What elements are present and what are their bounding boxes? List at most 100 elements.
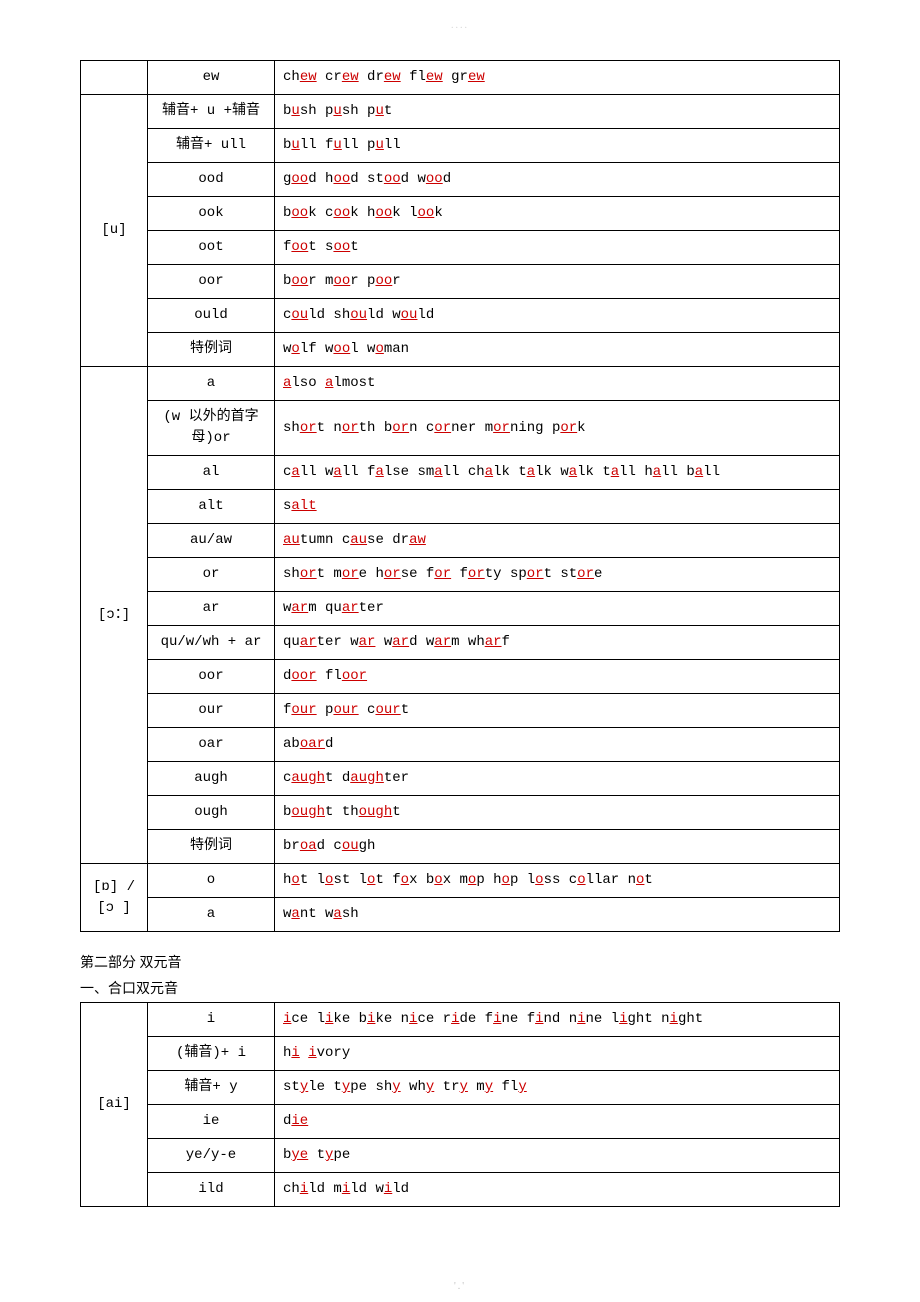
pattern-cell: (辅音)+ i [148,1037,275,1071]
table-row: ookbook cook hook look [81,197,840,231]
examples-cell: wolf wool woman [275,333,840,367]
pattern-cell: 特例词 [148,333,275,367]
table-row: [ɒ] / [ɔ ]ohot lost lot fox box mop hop … [81,864,840,898]
sound-cell: [u] [81,95,148,367]
examples-cell: door floor [275,660,840,694]
phonics-table-1: ewchew crew drew flew grew[u]辅音+ u +辅音bu… [80,60,840,932]
sound-cell: [ɔ：] [81,367,148,864]
examples-cell: salt [275,490,840,524]
pattern-cell: qu/w/wh + ar [148,626,275,660]
examples-cell: broad cough [275,830,840,864]
pattern-cell: 辅音+ u +辅音 [148,95,275,129]
pattern-cell: ar [148,592,275,626]
pattern-cell: ook [148,197,275,231]
table-row: ourfour pour court [81,694,840,728]
watermark-bottom: '.' [0,1281,920,1292]
table-row: [ai]iice like bike nice ride fine find n… [81,1003,840,1037]
table-row: arwarm quarter [81,592,840,626]
pattern-cell: oor [148,265,275,299]
examples-cell: bush push put [275,95,840,129]
pattern-cell: alt [148,490,275,524]
table-row: ildchild mild wild [81,1173,840,1207]
pattern-cell: 特例词 [148,830,275,864]
pattern-cell: augh [148,762,275,796]
pattern-cell: oar [148,728,275,762]
examples-cell: child mild wild [275,1173,840,1207]
table-row: ouldcould should would [81,299,840,333]
table-row: oodgood hood stood wood [81,163,840,197]
table-row: oordoor floor [81,660,840,694]
examples-cell: hi ivory [275,1037,840,1071]
examples-cell: four pour court [275,694,840,728]
examples-cell: caught daughter [275,762,840,796]
table-row: (w 以外的首字母)orshort north born corner morn… [81,401,840,456]
examples-cell: chew crew drew flew grew [275,61,840,95]
pattern-cell: ye/y-e [148,1139,275,1173]
pattern-cell: (w 以外的首字母)or [148,401,275,456]
pattern-cell: au/aw [148,524,275,558]
examples-cell: boor moor poor [275,265,840,299]
examples-cell: call wall false small chalk talk walk ta… [275,456,840,490]
pattern-cell: a [148,367,275,401]
pattern-cell: or [148,558,275,592]
examples-cell: aboard [275,728,840,762]
examples-cell: hot lost lot fox box mop hop loss collar… [275,864,840,898]
pattern-cell: ie [148,1105,275,1139]
examples-cell: bye type [275,1139,840,1173]
table-row: oorboor moor poor [81,265,840,299]
table-row: [u]辅音+ u +辅音bush push put [81,95,840,129]
heading-part2: 第二部分 双元音 [80,952,840,972]
pattern-cell: our [148,694,275,728]
heading-section1: 一、合口双元音 [80,978,840,998]
phonics-table-2: [ai]iice like bike nice ride fine find n… [80,1002,840,1207]
pattern-cell: ough [148,796,275,830]
table-row: alcall wall false small chalk talk walk … [81,456,840,490]
pattern-cell: ould [148,299,275,333]
examples-cell: quarter war ward warm wharf [275,626,840,660]
table-row: qu/w/wh + arquarter war ward warm wharf [81,626,840,660]
examples-cell: style type shy why try my fly [275,1071,840,1105]
table-row: aughcaught daughter [81,762,840,796]
pattern-cell: al [148,456,275,490]
pattern-cell: i [148,1003,275,1037]
pattern-cell: o [148,864,275,898]
table-row: oughbought thought [81,796,840,830]
pattern-cell: oot [148,231,275,265]
examples-cell: warm quarter [275,592,840,626]
examples-cell: could should would [275,299,840,333]
table-row: au/awautumn cause draw [81,524,840,558]
table-row: 特例词broad cough [81,830,840,864]
pattern-cell: 辅音+ y [148,1071,275,1105]
pattern-cell: oor [148,660,275,694]
examples-cell: also almost [275,367,840,401]
table-row: ye/y-ebye type [81,1139,840,1173]
pattern-cell: a [148,898,275,932]
sound-cell: [ɒ] / [ɔ ] [81,864,148,932]
table-row: orshort more horse for forty sport store [81,558,840,592]
examples-cell: book cook hook look [275,197,840,231]
examples-cell: want wash [275,898,840,932]
pattern-cell: ild [148,1173,275,1207]
table-row: awant wash [81,898,840,932]
table-row: (辅音)+ ihi ivory [81,1037,840,1071]
examples-cell: short more horse for forty sport store [275,558,840,592]
table-row: iedie [81,1105,840,1139]
table-row: 辅音+ ullbull full pull [81,129,840,163]
examples-cell: bull full pull [275,129,840,163]
sound-cell [81,61,148,95]
table-row: [ɔ：]aalso almost [81,367,840,401]
table-row: ewchew crew drew flew grew [81,61,840,95]
watermark-top: .... [0,20,920,31]
table-row: oaraboard [81,728,840,762]
examples-cell: autumn cause draw [275,524,840,558]
examples-cell: die [275,1105,840,1139]
pattern-cell: 辅音+ ull [148,129,275,163]
examples-cell: ice like bike nice ride fine find nine l… [275,1003,840,1037]
table-row: 辅音+ ystyle type shy why try my fly [81,1071,840,1105]
table-row: 特例词wolf wool woman [81,333,840,367]
pattern-cell: ew [148,61,275,95]
pattern-cell: ood [148,163,275,197]
examples-cell: bought thought [275,796,840,830]
examples-cell: short north born corner morning pork [275,401,840,456]
table-row: ootfoot soot [81,231,840,265]
